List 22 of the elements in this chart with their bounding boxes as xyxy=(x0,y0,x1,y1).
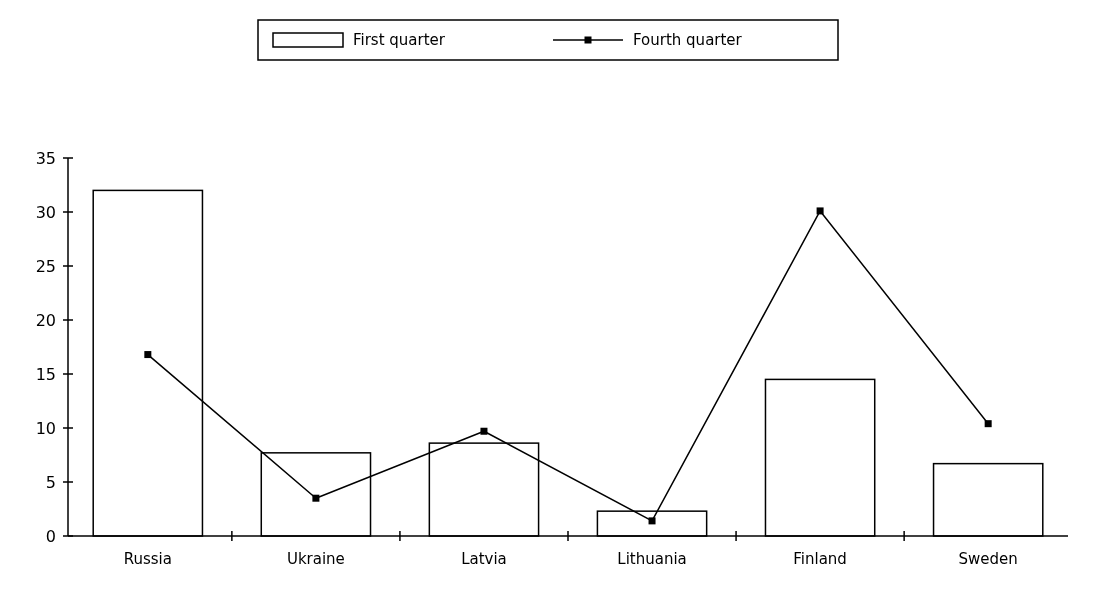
y-tick-label: 5 xyxy=(45,472,56,492)
x-tick-label: Finland xyxy=(793,550,847,568)
y-tick-label: 25 xyxy=(35,256,56,276)
x-tick-label: Latvia xyxy=(461,550,507,568)
y-tick-label: 35 xyxy=(35,148,56,168)
point xyxy=(144,351,152,359)
legend-label: Fourth quarter xyxy=(633,31,743,49)
point xyxy=(816,207,824,215)
point xyxy=(648,517,656,525)
point xyxy=(480,427,488,435)
legend-label: First quarter xyxy=(353,31,446,49)
y-tick-label: 10 xyxy=(35,418,56,438)
x-tick-label: Sweden xyxy=(958,550,1018,568)
point xyxy=(984,420,992,428)
x-tick-label: Russia xyxy=(123,550,172,568)
y-tick-label: 0 xyxy=(45,526,56,546)
y-tick-label: 20 xyxy=(35,310,56,330)
y-tick-label: 30 xyxy=(35,202,56,222)
point xyxy=(312,494,320,502)
y-tick-label: 15 xyxy=(35,364,56,384)
x-tick-label: Lithuania xyxy=(617,550,687,568)
x-tick-label: Ukraine xyxy=(286,550,345,568)
